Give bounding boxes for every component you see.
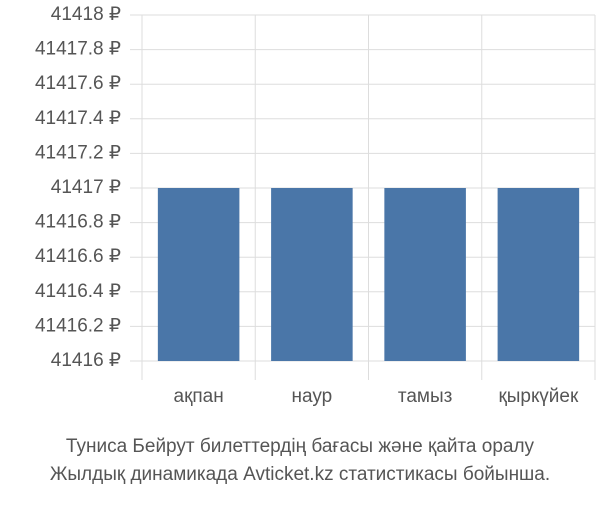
x-tick-label: қыркүйек bbox=[498, 386, 579, 407]
bar bbox=[271, 188, 353, 361]
x-tick-label: тамыз bbox=[398, 386, 453, 407]
chart-title: Туниса Бейрут билеттердің бағасы және қа… bbox=[66, 436, 535, 457]
y-tick-label: 41416.4 ₽ bbox=[35, 281, 121, 302]
bar bbox=[497, 188, 580, 361]
x-tick-label: наур bbox=[292, 386, 333, 407]
bar bbox=[384, 188, 466, 361]
y-tick-label: 41416.2 ₽ bbox=[35, 315, 121, 336]
x-tick-label: ақпан bbox=[174, 386, 224, 407]
y-tick-label: 41418 ₽ bbox=[51, 4, 121, 25]
y-tick-label: 41416.8 ₽ bbox=[35, 212, 121, 233]
y-tick-label: 41417.4 ₽ bbox=[35, 108, 121, 129]
y-tick-label: 41416 ₽ bbox=[51, 350, 121, 371]
chart-subtitle: Жылдық динамикада Avticket.kz статистика… bbox=[50, 464, 550, 485]
y-tick-label: 41417.8 ₽ bbox=[35, 39, 121, 60]
bar bbox=[157, 188, 240, 361]
y-tick-label: 41417.2 ₽ bbox=[35, 142, 121, 163]
y-tick-label: 41417.6 ₽ bbox=[35, 73, 121, 94]
y-tick-label: 41416.6 ₽ bbox=[35, 246, 121, 267]
y-tick-label: 41417 ₽ bbox=[51, 177, 121, 198]
